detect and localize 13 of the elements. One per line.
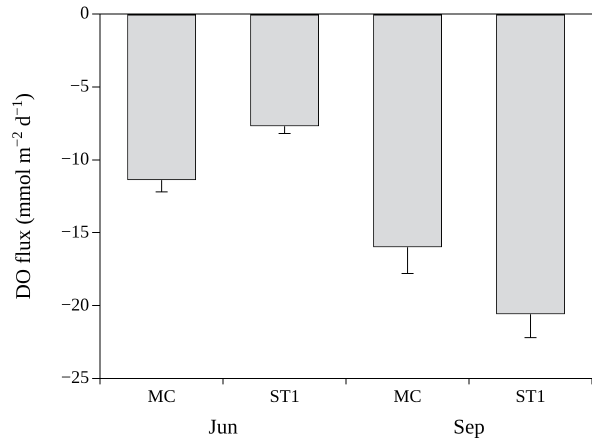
y-tick-label: −5 (70, 76, 90, 96)
y-axis-title: DO flux (mmol m−2 d−1) (10, 93, 35, 300)
x-tick-label: ST1 (270, 386, 300, 406)
y-tick-label: 0 (80, 2, 90, 23)
y-tick-label: −25 (60, 367, 90, 388)
x-tick-label: MC (394, 386, 422, 406)
text: Jun (208, 414, 238, 438)
y-tick-label: −20 (60, 294, 90, 314)
y-tick-label: −10 (60, 148, 90, 168)
x-tick-label: MC (148, 386, 176, 406)
x-tick-label: ST1 (516, 386, 546, 406)
text: Sep (453, 414, 485, 438)
y-tick-label: −15 (60, 221, 90, 242)
